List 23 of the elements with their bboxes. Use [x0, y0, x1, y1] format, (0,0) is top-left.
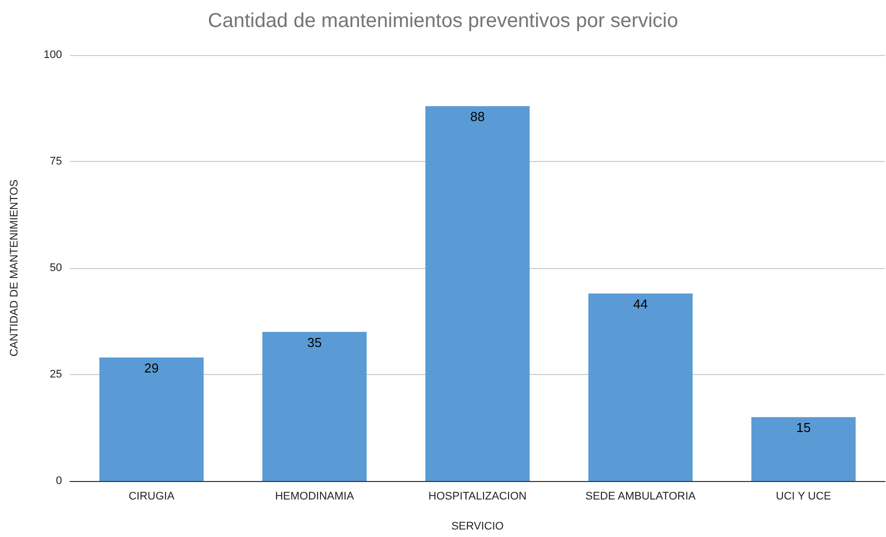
x-tick-label: HOSPITALIZACION: [428, 490, 527, 502]
y-tick-label: 0: [56, 475, 62, 487]
bar: [751, 417, 856, 481]
data-label: 35: [307, 334, 322, 350]
x-tick-label: HEMODINAMIA: [275, 490, 355, 502]
x-tick-label: CIRUGIA: [128, 490, 176, 502]
y-tick-label: 50: [50, 262, 62, 274]
bar: [588, 294, 693, 481]
data-label: 44: [633, 296, 648, 312]
x-axis-title: SERVICIO: [451, 520, 504, 532]
chart-title: Cantidad de mantenimientos preventivos por servicio: [208, 10, 678, 32]
data-label: 15: [796, 420, 811, 436]
bar: [262, 332, 367, 481]
y-tick-label: 100: [44, 49, 62, 61]
y-tick-label: 75: [50, 156, 62, 168]
bar: [425, 106, 530, 481]
data-label: 29: [144, 360, 159, 376]
y-tick-label: 25: [50, 368, 62, 380]
x-tick-label: UCI Y UCE: [776, 490, 832, 502]
x-tick-label: SEDE AMBULATORIA: [585, 490, 696, 502]
bar: [99, 357, 204, 481]
data-label: 88: [470, 109, 485, 124]
y-axis-title: CANTIDAD DE MANTENIMIENTOS: [8, 179, 20, 357]
